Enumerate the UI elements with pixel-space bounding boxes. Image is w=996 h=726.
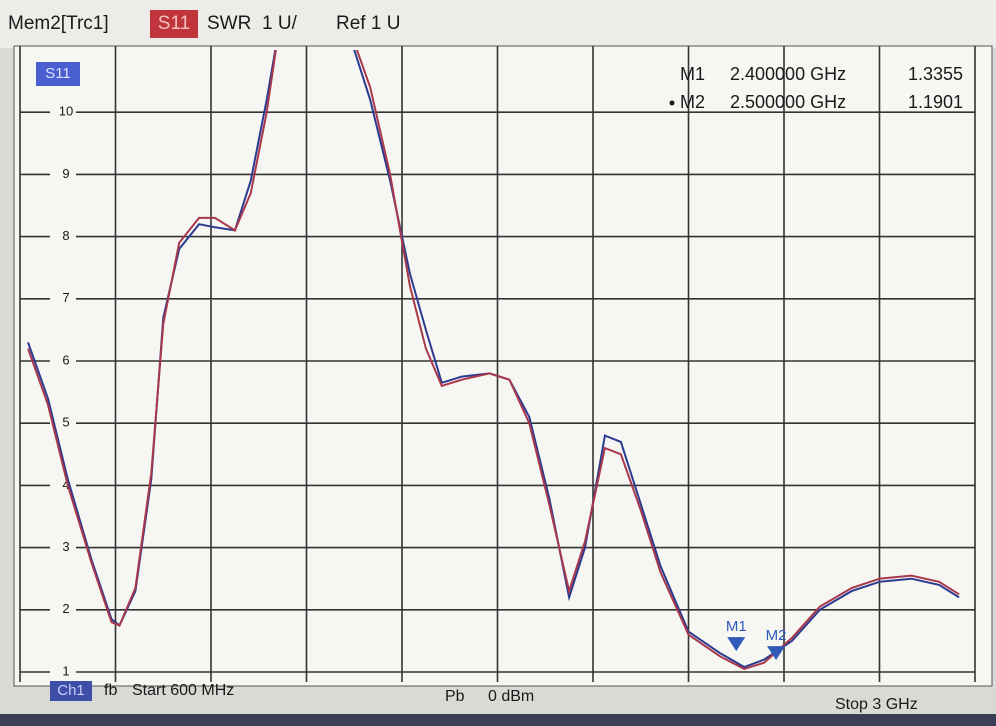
- scale-label: 1 U/: [262, 13, 298, 34]
- header-bar: [0, 0, 996, 48]
- y-tick-label: 6: [62, 352, 69, 367]
- marker-table-label: M1: [680, 64, 705, 84]
- marker-table-label: M2: [680, 92, 705, 112]
- marker-table-value: 1.3355: [908, 64, 963, 84]
- trace-name: S11: [158, 13, 190, 34]
- vna-screen: Mem2[Trc1] S11 SWR 1 U/ Ref 1 U S11 Ch1 …: [0, 0, 996, 726]
- ref-label: Ref 1 U: [336, 13, 400, 34]
- y-tick-label: 9: [62, 166, 69, 181]
- marker-table-freq: 2.400000 GHz: [730, 64, 846, 84]
- y-tick-label: 3: [62, 539, 69, 554]
- active-marker-dot: [670, 101, 675, 106]
- y-tick-label: 5: [62, 415, 69, 430]
- y-tick-label: 1: [62, 663, 69, 678]
- memory-label: Mem2[Trc1]: [8, 13, 109, 34]
- marker-table-value: 1.1901: [908, 92, 963, 112]
- marker-table-freq: 2.500000 GHz: [730, 92, 846, 112]
- start-label: Start 600 MHz: [132, 682, 234, 699]
- power-value: 0 dBm: [488, 688, 534, 705]
- marker-label: M2: [766, 627, 787, 644]
- power-label: Pb: [445, 688, 465, 705]
- y-tick-label: 10: [59, 104, 73, 119]
- format-label: SWR: [207, 13, 251, 34]
- page: {"chart_data": {"type": "line", "header"…: [0, 0, 996, 726]
- y-tick-label: 2: [62, 601, 69, 616]
- marker-label: M1: [726, 618, 747, 635]
- stop-label: Stop 3 GHz: [835, 696, 918, 713]
- y-tick-label: 7: [62, 290, 69, 305]
- trace-tag-label: S11: [45, 65, 71, 82]
- y-tick-label: 8: [62, 228, 69, 243]
- channel-label: Ch1: [57, 682, 85, 699]
- mode-label: fb: [104, 682, 117, 699]
- status-strip: [0, 714, 996, 726]
